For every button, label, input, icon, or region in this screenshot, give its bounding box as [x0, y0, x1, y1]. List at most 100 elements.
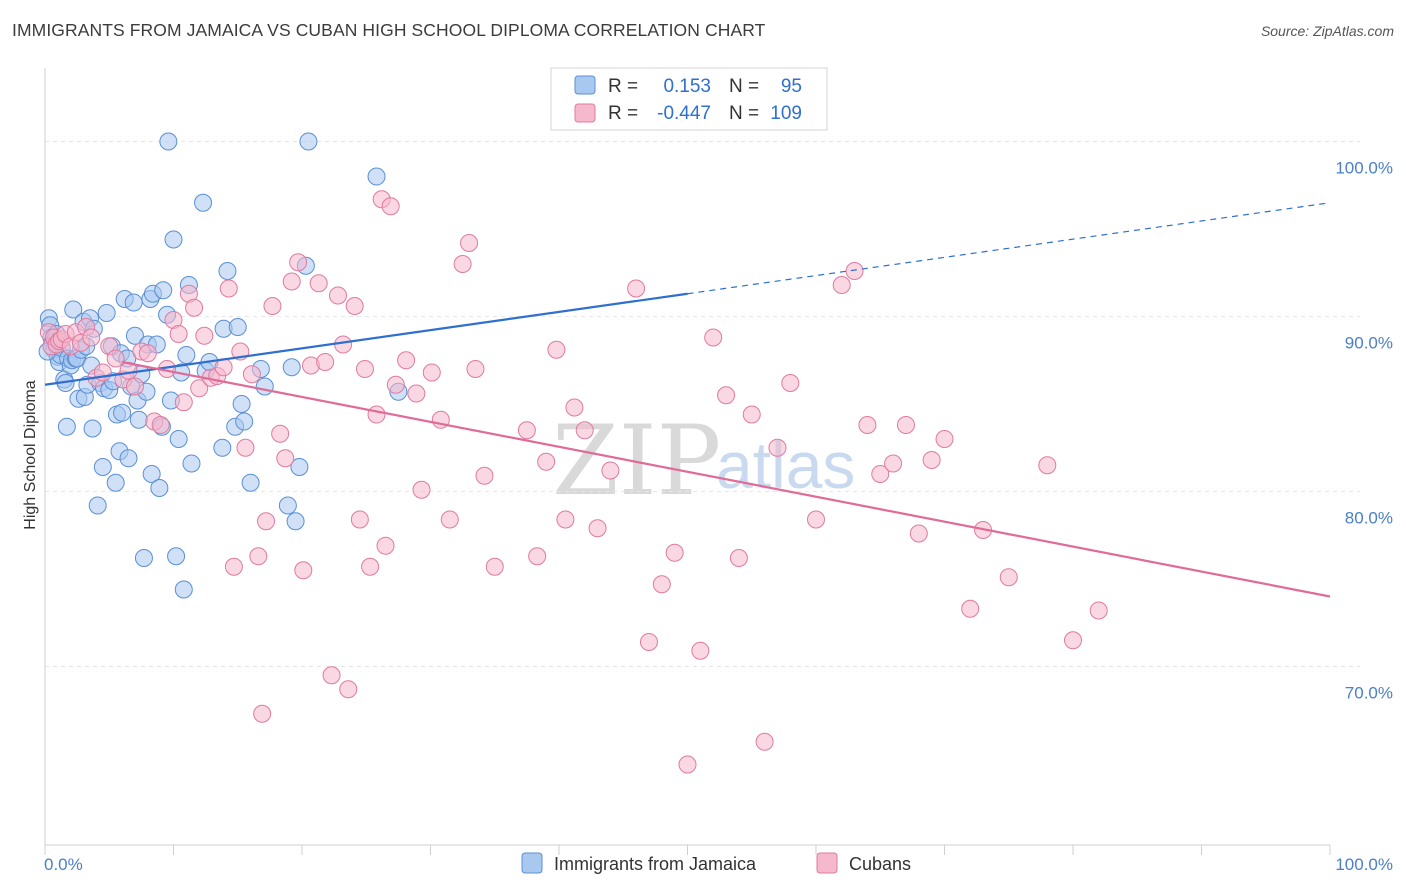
- data-point-cubans: [460, 234, 479, 252]
- data-point-cubans: [588, 519, 607, 538]
- trend-line-cubans: [121, 360, 1331, 598]
- data-point-cubans: [407, 384, 426, 403]
- data-point-cubans: [691, 641, 710, 660]
- bottom-legend: Immigrants from Jamaica Cubans: [521, 852, 911, 874]
- data-point-jamaica: [282, 358, 301, 377]
- data-point-cubans: [678, 755, 697, 774]
- data-point-jamaica: [182, 454, 201, 473]
- data-point-jamaica: [169, 430, 188, 448]
- data-point-cubans: [485, 557, 504, 576]
- data-point-cubans: [909, 524, 928, 543]
- data-point-jamaica: [286, 512, 305, 531]
- data-point-jamaica: [124, 293, 143, 312]
- data-point-jamaica: [125, 326, 144, 345]
- data-point-cubans: [257, 512, 276, 531]
- y-tick-label: 80.0%: [1345, 509, 1393, 528]
- data-point-cubans: [537, 452, 556, 471]
- data-point-cubans: [334, 335, 353, 354]
- bottom-legend-swatch-cubans: [816, 852, 838, 874]
- data-point-cubans: [858, 416, 877, 434]
- data-point-cubans: [345, 297, 364, 315]
- data-point-cubans: [316, 353, 335, 371]
- data-point-jamaica: [164, 230, 183, 249]
- data-point-jamaica: [64, 300, 83, 319]
- data-point-cubans: [601, 461, 620, 480]
- data-point-cubans: [282, 272, 301, 291]
- data-point-jamaica: [194, 193, 213, 212]
- correlation-legend: R = 0.153 N = 95 R = -0.447 N = 109: [550, 67, 828, 131]
- data-point-jamaica: [241, 473, 260, 492]
- data-point-cubans: [781, 374, 800, 392]
- data-point-jamaica: [218, 262, 237, 280]
- data-point-cubans: [704, 328, 723, 347]
- data-point-cubans: [422, 363, 441, 382]
- gridlines: [45, 141, 1360, 667]
- y-axis-label: High School Diploma: [22, 380, 39, 530]
- y-tick-label: 70.0%: [1345, 684, 1393, 703]
- data-point-jamaica: [290, 458, 309, 476]
- data-point-cubans: [361, 557, 380, 576]
- data-point-cubans: [755, 732, 774, 751]
- data-point-cubans: [556, 510, 575, 529]
- legend-r-value-1: 0.153: [663, 76, 711, 97]
- data-point-jamaica: [213, 438, 232, 457]
- data-point-cubans: [174, 393, 193, 412]
- data-point-cubans: [845, 262, 864, 280]
- x-ticks: [44, 845, 1331, 855]
- data-point-jamaica: [97, 304, 116, 322]
- data-point-cubans: [381, 197, 400, 216]
- data-point-cubans: [807, 510, 825, 529]
- data-point-jamaica: [255, 377, 274, 396]
- data-point-cubans: [253, 704, 272, 723]
- data-point-cubans: [871, 465, 890, 483]
- data-point-cubans: [665, 543, 684, 562]
- bottom-legend-swatch-jamaica: [521, 852, 543, 874]
- legend-r-label-1: R =: [608, 76, 638, 97]
- data-point-jamaica: [177, 346, 196, 364]
- legend-n-value-1: 95: [781, 76, 802, 97]
- legend-r-value-2: -0.447: [657, 103, 711, 124]
- data-point-cubans: [236, 438, 255, 457]
- data-point-cubans: [627, 279, 646, 298]
- data-point-cubans: [185, 298, 204, 317]
- data-point-jamaica: [129, 410, 148, 429]
- data-point-cubans: [386, 375, 405, 394]
- data-point-jamaica: [278, 496, 297, 515]
- data-point-cubans: [729, 549, 748, 567]
- data-point-cubans: [138, 344, 157, 363]
- data-point-cubans: [322, 666, 341, 685]
- legend-swatch-cubans: [574, 103, 596, 123]
- data-point-cubans: [517, 421, 536, 440]
- data-point-cubans: [355, 360, 374, 378]
- data-point-cubans: [242, 365, 261, 384]
- data-point-jamaica: [174, 580, 193, 599]
- series-cubans-points: [39, 190, 1108, 774]
- data-point-cubans: [367, 405, 386, 424]
- data-point-cubans: [999, 568, 1018, 587]
- data-point-cubans: [350, 510, 369, 529]
- data-point-cubans: [224, 557, 243, 576]
- data-point-jamaica: [150, 479, 169, 497]
- data-point-cubans: [547, 340, 566, 359]
- data-point-cubans: [412, 480, 431, 499]
- data-point-cubans: [276, 449, 295, 468]
- y-tick-labels: 100.0% 90.0% 80.0% 70.0%: [1335, 159, 1393, 703]
- legend-r-label-2: R =: [608, 103, 638, 124]
- data-point-cubans: [219, 279, 238, 298]
- data-point-cubans: [195, 326, 214, 345]
- trend-line-jamaica-extension: [687, 202, 1331, 295]
- data-point-cubans: [289, 253, 308, 272]
- legend-n-value-2: 109: [770, 103, 802, 124]
- data-point-cubans: [528, 547, 547, 566]
- chart-title: IMMIGRANTS FROM JAMAICA VS CUBAN HIGH SC…: [12, 20, 766, 40]
- data-point-cubans: [466, 360, 485, 378]
- watermark-atlas: atlas: [716, 428, 855, 502]
- data-point-cubans: [249, 547, 268, 566]
- data-point-jamaica: [113, 403, 132, 422]
- data-point-cubans: [440, 510, 459, 529]
- data-point-jamaica: [119, 449, 138, 468]
- data-point-cubans: [961, 599, 980, 618]
- data-point-cubans: [565, 398, 584, 417]
- data-point-cubans: [768, 438, 787, 457]
- data-point-jamaica: [167, 547, 186, 566]
